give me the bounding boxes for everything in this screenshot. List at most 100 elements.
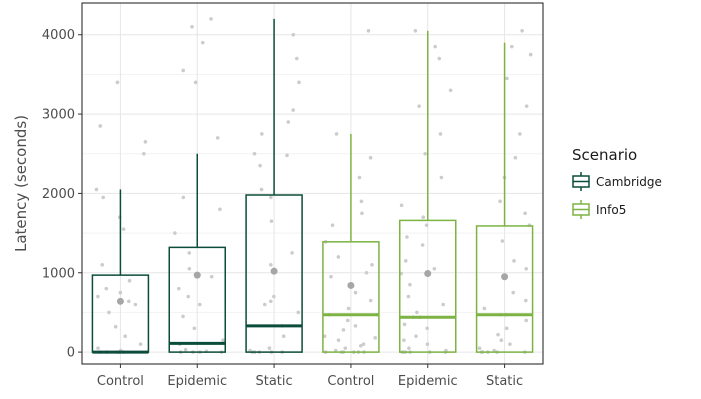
legend-title: Scenario [572,146,637,164]
x-tick-label: Static [486,374,523,389]
data-point [262,302,267,307]
data-point [482,306,487,311]
y-tick-label: 0 [67,346,75,361]
plot-border [81,2,544,365]
data-point [366,28,371,33]
y-tick-label: 4000 [42,28,75,43]
data-point [113,324,118,329]
data-point [183,347,188,352]
y-axis-title: Latency (seconds) [12,115,30,252]
data-point [399,203,404,208]
data-point [269,263,273,267]
data-point [524,266,529,271]
data-point [104,286,109,291]
x-tick-label: Epidemic [167,374,227,389]
data-point [368,155,373,160]
data-point [291,108,295,112]
data-point [407,346,411,350]
data-point [96,346,100,350]
data-point [357,175,362,180]
data-point [94,187,99,192]
data-point [336,338,341,342]
data-point [359,199,364,204]
x-axis: Control Epidemic Static Control Epidemic Stat… [97,364,523,389]
data-point [121,227,126,231]
data-point [477,346,482,350]
data-point [359,343,363,348]
x-tick-label: Control [97,374,144,389]
data-point [413,28,418,33]
data-point [123,334,127,339]
data-point [346,306,351,311]
data-point [141,151,146,156]
data-point [290,251,294,255]
data-point [272,294,276,299]
data-point [115,80,120,85]
jitter-points [94,17,533,354]
gridlines [82,3,543,364]
data-point [107,310,111,315]
data-point [269,195,273,200]
data-point [98,124,103,128]
box [475,225,534,353]
x-tick-label: Control [327,374,374,389]
data-point [518,132,522,136]
data-point [126,299,131,304]
data-point [368,298,373,303]
data-point [345,318,350,323]
data-point [505,76,509,81]
data-point [420,243,425,247]
data-point [259,187,264,192]
data-point [405,235,409,239]
data-point [499,338,504,342]
data-point [181,68,186,73]
data-point [402,338,406,342]
data-point [329,274,333,279]
data-point [181,195,186,200]
data-point [252,151,257,156]
data-point [209,17,213,21]
data-point [187,251,192,255]
data-point [285,153,289,158]
data-point [193,80,198,85]
data-point [286,120,291,124]
data-point [508,342,512,346]
data-point [520,28,524,33]
data-point [439,175,444,180]
data-point [524,298,528,303]
data-point [200,40,205,45]
data-point [406,294,411,299]
box [245,194,303,353]
data-point [524,104,529,108]
data-point [513,155,518,160]
x-tick-label: Epidemic [398,374,458,389]
data-point [414,334,418,339]
data-point [215,136,220,140]
data-point [448,88,453,93]
legend: Scenario Cambridge Info5 [572,146,662,219]
data-point [361,342,366,346]
data-point [267,346,272,350]
data-point [364,270,369,275]
data-point [294,56,299,61]
data-point [512,259,516,263]
data-point [437,56,442,61]
data-point [498,199,502,204]
data-point [415,310,419,315]
data-point [100,263,105,267]
box [399,219,457,353]
data-point [133,302,138,307]
data-point [408,282,412,287]
data-point [181,314,185,319]
data-point [438,132,443,136]
data-point [403,259,408,263]
mean-marker [116,297,124,305]
data-point [209,274,214,279]
data-point [353,290,358,295]
data-point [330,223,335,227]
legend-label: Info5 [596,203,626,217]
data-point [192,326,197,331]
data-point [173,231,177,235]
